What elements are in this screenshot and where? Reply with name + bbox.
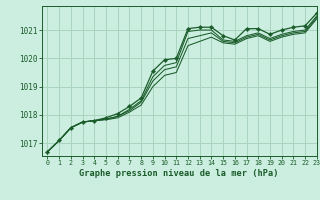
X-axis label: Graphe pression niveau de la mer (hPa): Graphe pression niveau de la mer (hPa) [79, 169, 279, 178]
